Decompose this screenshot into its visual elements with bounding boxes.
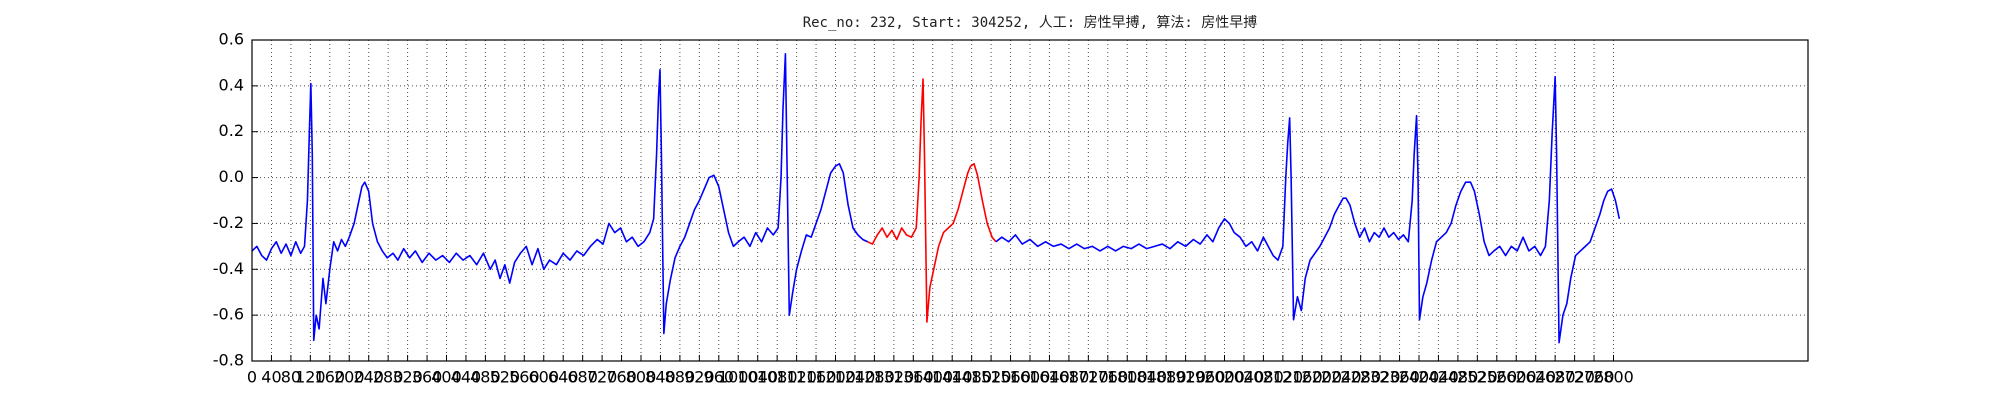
y-tick-label: -0.6 [213, 305, 244, 324]
x-tick-label: 1960 [1185, 368, 1226, 387]
x-tick-label: 2480 [1438, 368, 1479, 387]
x-tick-label: 1760 [1087, 368, 1128, 387]
x-tick-label: 2600 [1496, 368, 1537, 387]
x-tick-label: 2080 [1243, 368, 1284, 387]
x-tick-label: 320 [392, 368, 423, 387]
x-tick-label: 480 [470, 368, 501, 387]
x-tick-label: 2760 [1574, 368, 1615, 387]
y-tick-label: -0.2 [213, 213, 244, 232]
ecg-line [251, 52, 868, 342]
x-tick-label: 360 [412, 368, 443, 387]
x-tick-label: 1000 [718, 368, 759, 387]
x-tick-label: 680 [567, 368, 598, 387]
x-tick-label: 1080 [757, 368, 798, 387]
x-tick-label: 800 [626, 368, 657, 387]
x-tick-label: 1320 [873, 368, 914, 387]
x-tick-label: 840 [645, 368, 676, 387]
x-tick-label: 2440 [1418, 368, 1459, 387]
x-tick-label: 560 [509, 368, 540, 387]
x-tick-label: 1480 [951, 368, 992, 387]
x-tick-label: 400 [431, 368, 462, 387]
x-tick-label: 1040 [737, 368, 778, 387]
x-tick-label: 0 [247, 368, 257, 387]
x-tick-label: 1440 [932, 368, 973, 387]
x-tick-label: 1160 [796, 368, 837, 387]
x-tick-label: 2720 [1554, 368, 1595, 387]
x-tick-label: 760 [606, 368, 637, 387]
x-tick-label: 2000 [1204, 368, 1245, 387]
x-tick-label: 2560 [1476, 368, 1517, 387]
x-tick-label: 880 [665, 368, 696, 387]
x-tick-label: 440 [451, 368, 482, 387]
ecg-line [995, 75, 1621, 344]
plot-frame [251, 39, 1809, 362]
x-tick-label: 1840 [1126, 368, 1167, 387]
x-tick-label: 120 [295, 368, 326, 387]
x-tick-label: 1680 [1049, 368, 1090, 387]
y-tick-label: 0.0 [219, 167, 244, 186]
x-tick-label: 1520 [971, 368, 1012, 387]
x-tick-label: 2640 [1515, 368, 1556, 387]
x-tick-label: 1640 [1029, 368, 1070, 387]
x-tick-label: 280 [373, 368, 404, 387]
x-tick-label: 1200 [815, 368, 856, 387]
x-tick-label: 720 [587, 368, 618, 387]
x-tick-label: 2400 [1399, 368, 1440, 387]
x-tick-label: 1400 [912, 368, 953, 387]
x-tick-label: 1800 [1107, 368, 1148, 387]
x-tick-label: 1600 [1010, 368, 1051, 387]
y-tick-label: 0.2 [219, 121, 244, 140]
x-tick-label: 2040 [1224, 368, 1265, 387]
y-tick-label: -0.4 [213, 259, 244, 278]
x-tick-label: 2800 [1593, 368, 1634, 387]
x-tick-label: 1720 [1068, 368, 1109, 387]
x-tick-label: 40 [261, 368, 281, 387]
y-tick-label: -0.8 [213, 351, 244, 370]
x-tick-label: 1280 [854, 368, 895, 387]
chart-title: Rec_no: 232, Start: 304252, 人工: 房性早搏, 算法… [803, 14, 1258, 31]
x-tick-label: 2240 [1321, 368, 1362, 387]
y-tick-label: 0.6 [219, 30, 244, 49]
x-tick-label: 1120 [776, 368, 817, 387]
x-tick-label: 2360 [1379, 368, 1420, 387]
x-tick-label: 2520 [1457, 368, 1498, 387]
x-tick-label: 160 [315, 368, 346, 387]
x-tick-label: 2160 [1282, 368, 1323, 387]
x-tick-label: 2200 [1301, 368, 1342, 387]
ecg-line [867, 78, 997, 323]
x-tick-label: 1920 [1165, 368, 1206, 387]
x-tick-label: 1360 [893, 368, 934, 387]
x-tick-label: 2120 [1262, 368, 1303, 387]
x-tick-label: 240 [353, 368, 384, 387]
x-tick-label: 960 [704, 368, 735, 387]
x-tick-label: 2680 [1535, 368, 1576, 387]
x-tick-label: 640 [548, 368, 579, 387]
x-tick-label: 80 [281, 368, 301, 387]
x-tick-label: 2280 [1340, 368, 1381, 387]
x-tick-label: 520 [490, 368, 521, 387]
x-tick-label: 1240 [835, 368, 876, 387]
x-tick-label: 1560 [990, 368, 1031, 387]
x-tick-label: 200 [334, 368, 365, 387]
x-tick-label: 2320 [1360, 368, 1401, 387]
y-tick-label: 0.4 [219, 75, 244, 94]
x-tick-label: 920 [684, 368, 715, 387]
x-tick-label: 600 [528, 368, 559, 387]
x-tick-label: 1880 [1146, 368, 1187, 387]
